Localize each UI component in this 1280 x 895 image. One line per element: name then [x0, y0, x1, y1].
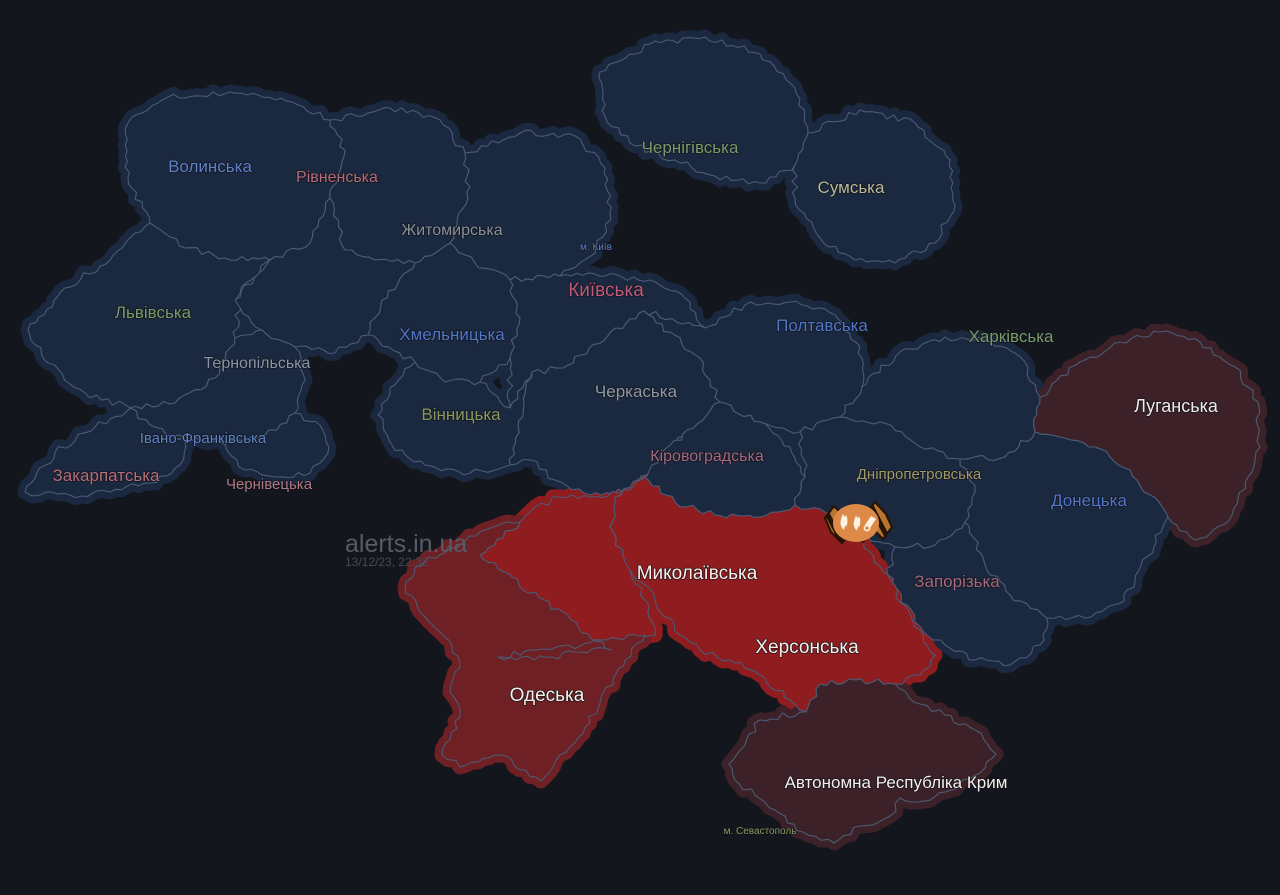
svg-text:Миколаївська: Миколаївська [637, 563, 758, 584]
svg-text:Луганська: Луганська [1134, 396, 1219, 416]
svg-text:Львівська: Львівська [115, 303, 192, 322]
svg-text:Закарпатська: Закарпатська [53, 466, 160, 485]
svg-text:Рівненська: Рівненська [296, 169, 378, 186]
svg-text:Волинська: Волинська [168, 157, 252, 176]
svg-text:Житомирська: Житомирська [401, 222, 502, 239]
svg-text:Полтавська: Полтавська [776, 316, 868, 335]
svg-text:Тернопільська: Тернопільська [204, 355, 311, 372]
svg-text:Івано-Франківська: Івано-Франківська [140, 430, 267, 447]
svg-text:Сумська: Сумська [818, 178, 885, 197]
svg-text:Херсонська: Херсонська [755, 637, 859, 658]
svg-text:м. Севастополь: м. Севастополь [724, 826, 797, 837]
svg-text:Чернігівська: Чернігівська [642, 138, 739, 157]
svg-text:Донецька: Донецька [1051, 491, 1127, 510]
svg-text:Харківська: Харківська [969, 327, 1054, 346]
svg-text:Автономна Республіка Крим: Автономна Республіка Крим [785, 773, 1008, 792]
svg-text:Хмельницька: Хмельницька [399, 325, 505, 344]
svg-text:Київська: Київська [568, 280, 644, 301]
svg-text:Кіровоградська: Кіровоградська [650, 448, 764, 465]
svg-text:Дніпропетровська: Дніпропетровська [857, 466, 982, 483]
svg-text:м. Київ: м. Київ [580, 242, 612, 253]
svg-text:13/12/23, 22:32: 13/12/23, 22:32 [345, 555, 429, 569]
svg-text:Чернівецька: Чернівецька [226, 476, 313, 493]
svg-text:Вінницька: Вінницька [421, 405, 501, 424]
svg-text:Запорізька: Запорізька [914, 572, 1000, 591]
svg-text:Одеська: Одеська [510, 685, 585, 706]
svg-text:alerts.in.ua: alerts.in.ua [345, 530, 467, 558]
svg-text:Черкаська: Черкаська [595, 382, 678, 401]
